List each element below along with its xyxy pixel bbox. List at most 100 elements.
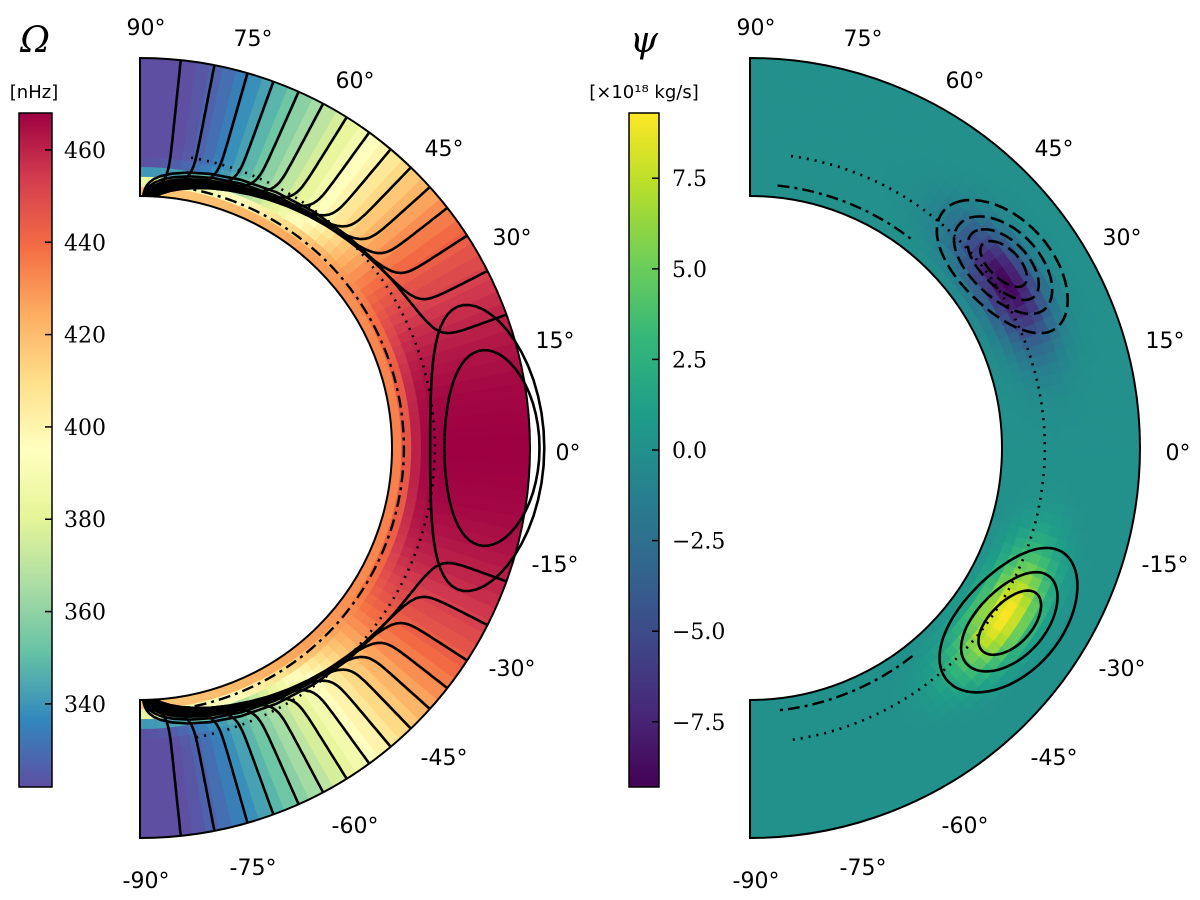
omega-field-cell [508,458,521,477]
omega-field-cell [140,778,154,790]
psi-field-cell [750,146,763,158]
psi-latitude-label: -15° [1142,553,1189,578]
psi-field-cell [1089,446,1102,463]
psi-colorbar-unit: [×10¹⁸ kg/s] [589,82,698,103]
omega-colorbar-tick-label: 460 [64,139,106,164]
psi-field-cell [750,185,761,197]
psi-field-cell [750,817,766,829]
omega-tachocline-line [176,185,406,711]
psi-field-cell [759,106,776,119]
omega-latitude-label: 75° [234,27,273,52]
psi-field-cell [1030,436,1042,450]
psi-field-cell [750,827,766,838]
omega-latitude-labels: 90° 75° 60° 45° 30° 15° 0° -15° -30° -45° -60° -75°… [123,16,581,894]
psi-field-cell [1070,434,1082,450]
omega-contour-line [142,174,489,301]
psi-field-cell [758,136,774,149]
omega-field-cell [140,748,153,760]
psi-colorbar: ψ [×10¹⁸ kg/s] 7.5 5.0 2.5 0.0 −2.5 −5.0 −7.5 [589,20,725,788]
psi-field-cell [1099,446,1111,463]
omega-field-cell [479,446,492,463]
omega-field-cell [164,58,183,71]
psi-field-cell [750,738,763,750]
omega-field-cell [149,126,165,139]
psi-field-cell [750,136,763,148]
psi-latitude-label: 90° [737,16,776,41]
omega-field-cell [140,116,154,128]
psi-field-cell [1030,456,1042,470]
psi-latitude-label: -90° [733,869,780,894]
omega-field-cell [140,58,156,69]
psi-field-cell [758,166,772,178]
psi-field-cell [1099,433,1111,450]
omega-field-cell [507,471,520,490]
omega-field-cell [479,433,492,450]
psi-field-cell [759,116,775,129]
omega-field-cell [140,126,153,138]
psi-field-cell [1080,434,1092,450]
omega-colorbar-ticks: 340 360 380 400 420 440 460 [45,139,106,718]
psi-negative-contour [966,228,1041,302]
psi-streamfunction-panel: 90° 75° 60° 45° 30° 15° 0° -15° -30° -45° -60° -75°… [733,16,1191,894]
psi-field-cell [1010,455,1023,469]
psi-field-cell [1118,458,1131,477]
omega-field-cell [140,738,153,750]
omega-field-cell [489,446,501,463]
psi-field-cell [750,87,765,99]
psi-field-cell [1099,458,1111,476]
psi-field-cell [1030,446,1042,460]
omega-contour-line [428,303,546,593]
omega-contour-line [442,348,541,548]
omega-field-cell [151,58,170,70]
omega-field-cell [149,106,166,119]
omega-contour-line [147,668,412,730]
omega-field-cell [148,146,163,158]
omega-field-cell [499,433,511,450]
omega-field-cell [148,166,162,178]
psi-colorbar-tick-label: 2.5 [672,348,707,373]
omega-field-cell [517,472,530,491]
psi-field-cell [1050,446,1062,461]
omega-field-cell [499,446,511,463]
psi-latitude-label: 45° [1035,137,1074,162]
psi-latitude-label: -60° [942,814,989,839]
psi-field-cell [1129,432,1140,451]
omega-field-cell [470,434,482,450]
psi-field-cell [750,807,765,819]
omega-latitude-label: -45° [421,746,468,771]
omega-field-cell [140,106,154,118]
psi-field-cell [750,797,765,809]
psi-field-cell [757,185,770,198]
psi-field-cell [750,175,761,187]
omega-field-cell [140,817,156,829]
omega-field-cell [140,96,155,109]
omega-contour-line [143,177,468,275]
psi-field-cell [750,116,764,128]
psi-field-cell [1117,471,1130,490]
psi-contours [777,154,1079,742]
omega-field-cell [391,446,403,459]
omega-latitude-label: 60° [336,69,375,94]
psi-field-cell [1059,457,1072,473]
omega-contour-line [142,595,489,722]
psi-colorbar-tick-label: −5.0 [672,620,725,645]
psi-field-cell [760,67,779,80]
psi-latitude-label: 60° [946,69,985,94]
omega-field-cell [519,432,530,451]
psi-latitude-label: 15° [1146,329,1185,354]
omega-latitude-label: -15° [532,553,579,578]
omega-field-cell [140,165,152,178]
omega-field-cell [430,446,442,461]
psi-colorbar-tick-label: −2.5 [672,530,725,555]
psi-colorbar-tick-label: 5.0 [672,258,707,283]
omega-field-cell [498,458,511,476]
omega-field-cell [410,456,422,470]
psi-field-cell [1089,433,1102,450]
omega-field-cell [519,445,530,464]
psi-field-cell [759,126,775,139]
psi-field-cell [774,58,793,71]
psi-colorbar-ticks: 7.5 5.0 2.5 0.0 −2.5 −5.0 −7.5 [652,167,725,736]
psi-field-cell [1011,446,1023,459]
omega-field-cell [469,457,482,474]
